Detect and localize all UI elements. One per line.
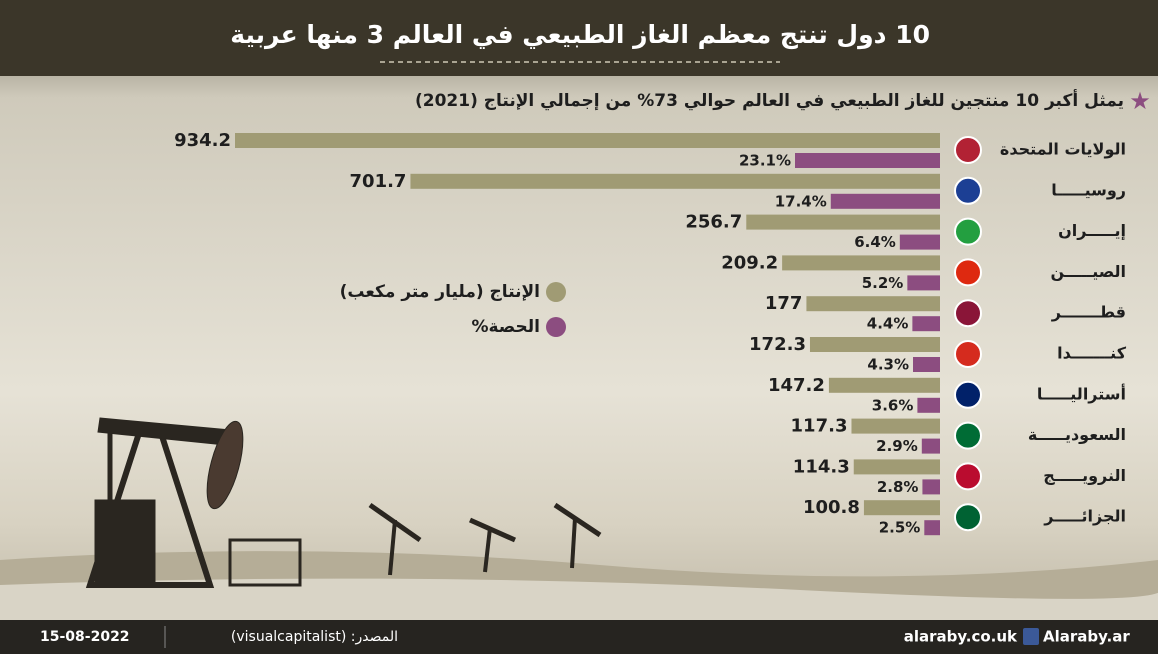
flag-icon	[955, 504, 981, 530]
infographic: 10 دول تنتج معظم الغاز الطبيعي في العالم…	[0, 0, 1158, 654]
value-label: 2.8%	[877, 478, 919, 496]
bar	[806, 296, 940, 311]
bar	[829, 378, 940, 393]
value-label: 6.4%	[854, 233, 896, 251]
flag-icon	[955, 423, 981, 449]
subtitle: يمثل أكبر 10 منتجين للغاز الطبيعي في الع…	[415, 89, 1124, 111]
value-label: 256.7	[685, 212, 742, 233]
flag-icon	[955, 219, 981, 245]
category-label: الولايات المتحدة	[1000, 140, 1126, 159]
value-label: 147.2	[768, 375, 825, 396]
bar	[782, 255, 940, 270]
category-label: قطـــــــر	[1051, 303, 1126, 322]
flag-icon	[955, 259, 981, 285]
category-label: أستراليـــــا	[1037, 383, 1126, 403]
flag-icon	[955, 341, 981, 367]
value-label: 117.3	[791, 416, 848, 437]
category-label: النرويـــــج	[1043, 466, 1126, 485]
flag-icon	[955, 178, 981, 204]
legend-label: الحصة%	[471, 317, 540, 337]
footer-website: alaraby.co.uk	[904, 628, 1018, 646]
footer-social: Alaraby.ar	[1043, 628, 1130, 646]
value-label: 2.9%	[876, 437, 918, 455]
value-label: 4.4%	[867, 315, 909, 333]
bar	[917, 398, 940, 413]
category-label: إيـــــران	[1058, 221, 1126, 240]
value-label: 17.4%	[775, 192, 827, 210]
value-label: 934.2	[174, 130, 231, 151]
bar	[912, 316, 940, 331]
bar	[907, 275, 940, 290]
flag-icon	[955, 300, 981, 326]
flag-icon	[955, 137, 981, 163]
value-label: 172.3	[749, 334, 806, 355]
value-label: 23.1%	[739, 152, 791, 170]
star-icon: ★	[1129, 87, 1151, 115]
value-label: 114.3	[793, 456, 850, 477]
legend-swatch	[546, 282, 566, 302]
bar	[410, 174, 940, 189]
bar	[851, 419, 940, 434]
bar	[854, 459, 940, 474]
value-label: 5.2%	[862, 274, 904, 292]
footer-source: المصدر: (visualcapitalist)	[231, 629, 398, 645]
title: 10 دول تنتج معظم الغاز الطبيعي في العالم…	[230, 20, 930, 50]
value-label: 2.5%	[879, 519, 921, 537]
category-label: الجزائـــــر	[1043, 507, 1126, 526]
value-label: 209.2	[721, 252, 778, 273]
bar	[900, 235, 940, 250]
bar	[924, 520, 940, 535]
flag-icon	[955, 463, 981, 489]
bar	[831, 194, 940, 209]
bar	[810, 337, 940, 352]
flag-icon	[955, 382, 981, 408]
facebook-icon	[1023, 628, 1039, 645]
category-label: السعوديـــــة	[1028, 425, 1126, 444]
bar	[795, 153, 940, 168]
category-label: كنـــــــدا	[1057, 344, 1127, 363]
legend-label: الإنتاج (مليار متر مكعب)	[340, 282, 540, 302]
legend-swatch	[546, 317, 566, 337]
bar	[922, 439, 940, 454]
value-label: 4.3%	[867, 356, 909, 374]
bar	[864, 500, 940, 515]
bar	[913, 357, 940, 372]
bar	[746, 215, 940, 230]
footer-date: 15-08-2022	[40, 629, 130, 645]
value-label: 3.6%	[872, 396, 914, 414]
value-label: 177	[765, 293, 803, 314]
bar	[922, 479, 940, 494]
category-label: روسيـــــا	[1051, 180, 1126, 199]
category-label: الصيـــــن	[1050, 262, 1126, 281]
value-label: 701.7	[350, 171, 407, 192]
bar	[235, 133, 940, 148]
value-label: 100.8	[803, 497, 860, 518]
